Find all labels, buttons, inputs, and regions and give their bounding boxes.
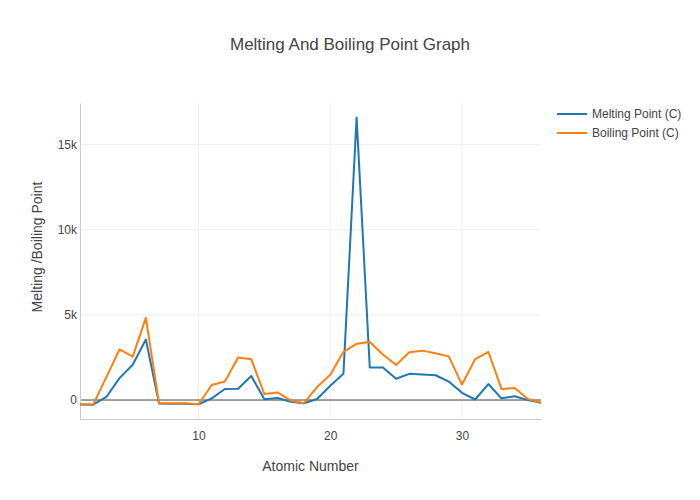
tick-label: 10 [192, 429, 206, 443]
tick-label: 10k [58, 223, 78, 237]
tick-label: 0 [70, 393, 77, 407]
tick: 0 [70, 393, 80, 407]
tick: 10 [192, 419, 206, 443]
x-axis-title: Atomic Number [262, 458, 359, 474]
axis-line [81, 419, 542, 420]
plot-area [80, 117, 541, 404]
chart: 10 20 30 0 5k 10k 15k Melting And Boiling Point… [0, 0, 700, 500]
grid [80, 103, 541, 419]
tick: 30 [456, 419, 470, 443]
x-axis: 10 20 30 [81, 419, 542, 443]
tick: 10k [58, 223, 80, 237]
legend-label: Melting Point (C) [592, 107, 681, 121]
tick: 20 [324, 419, 338, 443]
series-line [80, 117, 541, 404]
grid-line [80, 144, 541, 145]
legend: Melting Point (C) Boiling Point (C) [557, 107, 681, 140]
legend-label: Boiling Point (C) [592, 126, 679, 140]
tick-label: 20 [324, 429, 338, 443]
tick-label: 5k [64, 308, 78, 322]
tick: 5k [64, 308, 80, 322]
y-axis: 0 5k 10k 15k [58, 104, 81, 420]
tick-label: 30 [456, 429, 470, 443]
series-line [80, 318, 541, 405]
grid-line [330, 103, 331, 419]
grid-line [198, 103, 199, 419]
grid-line [461, 103, 462, 419]
axis-line [80, 104, 81, 420]
y-axis-title: Melting /Boiling Point [29, 182, 45, 313]
tick-label: 15k [58, 138, 78, 152]
legend-swatch [557, 132, 587, 134]
grid-line [80, 314, 541, 315]
legend-swatch [557, 113, 587, 115]
tick: 15k [58, 138, 80, 152]
title: Melting And Boiling Point Graph [230, 35, 470, 54]
grid-line [80, 229, 541, 230]
